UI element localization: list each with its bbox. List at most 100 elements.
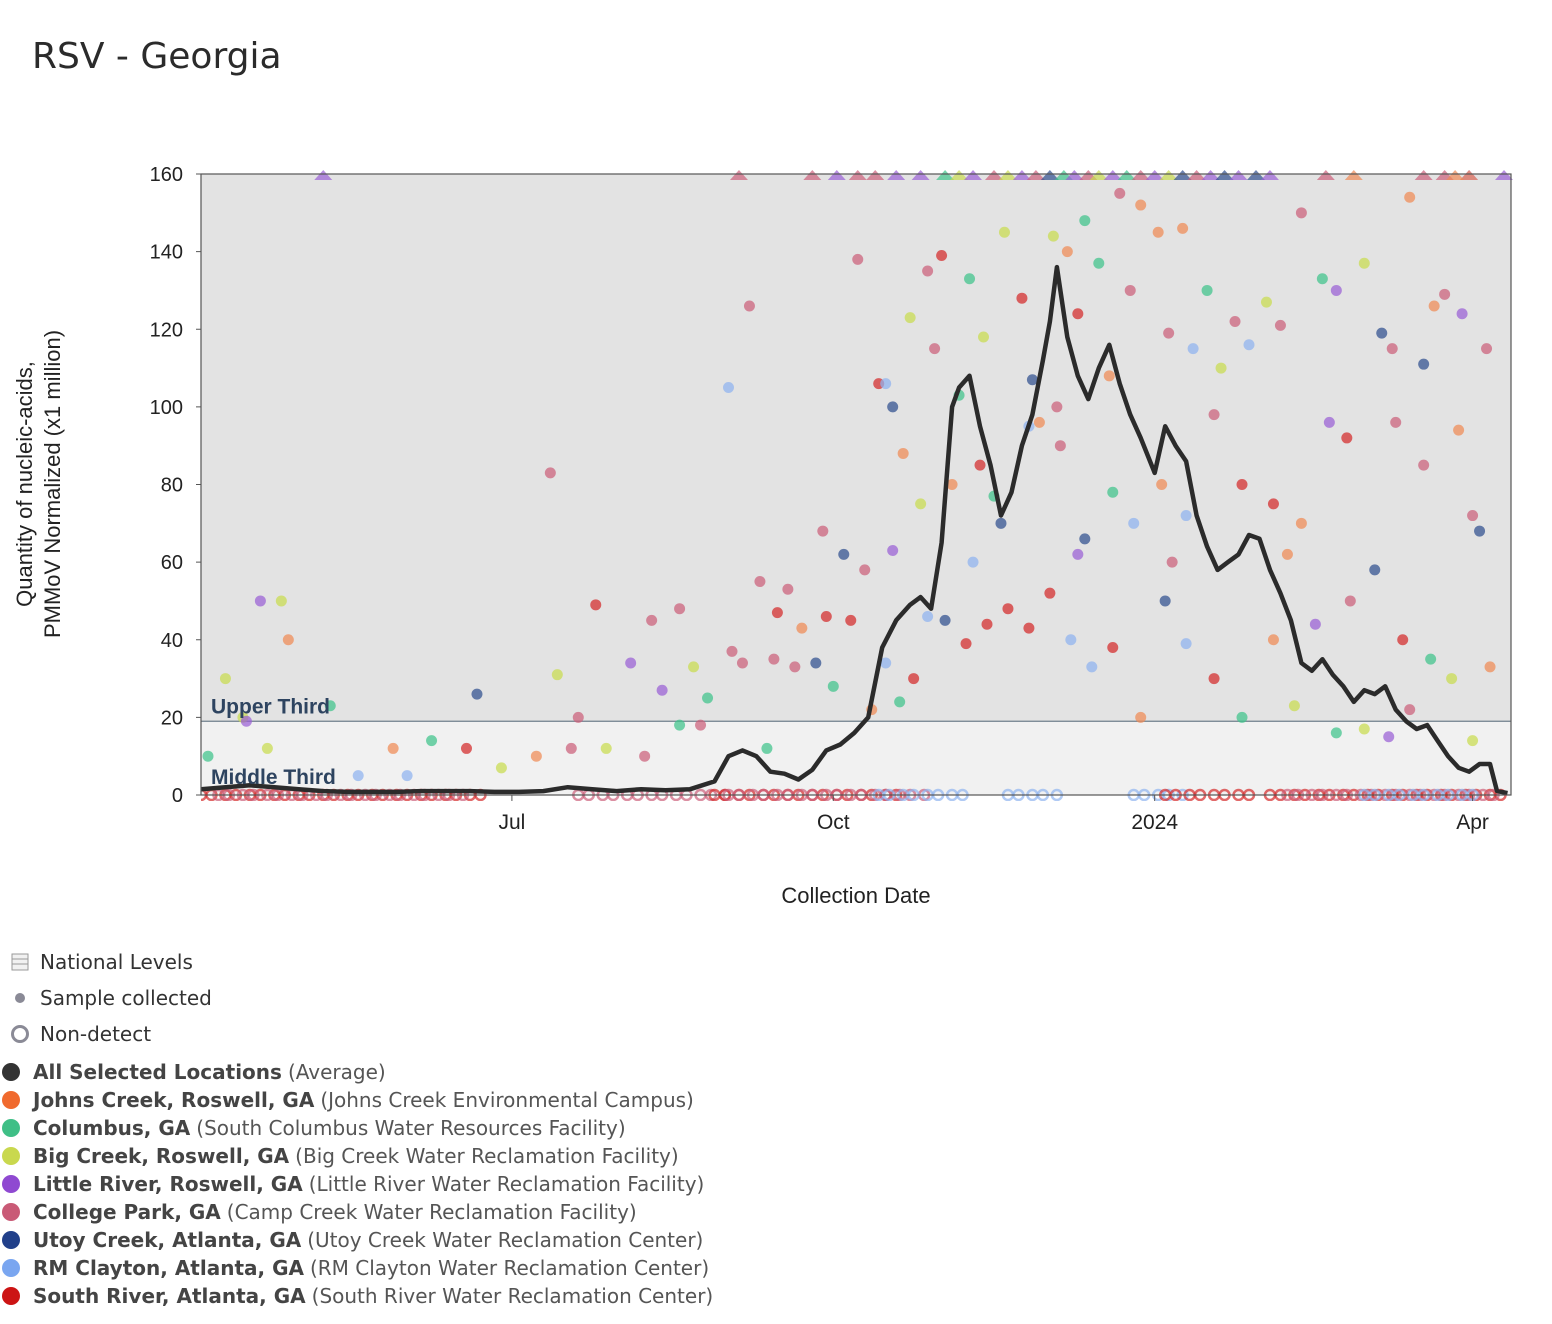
sample-point (1267, 498, 1279, 510)
sample-point (754, 576, 766, 588)
sample-point (600, 742, 612, 754)
legend-location-item[interactable]: All Selected Locations (Average) (2, 1058, 713, 1086)
sample-point (1260, 296, 1272, 308)
sample-point (1079, 533, 1091, 545)
overflow-marker (1089, 170, 1108, 180)
location-detail: (Johns Creek Environmental Campus) (320, 1088, 694, 1112)
sample-point (887, 544, 899, 556)
sample-point (1180, 510, 1192, 522)
y-tick-label: 120 (150, 319, 183, 341)
sample-point (1390, 416, 1402, 428)
sample-point (1177, 222, 1189, 234)
legend-location-item[interactable]: College Park, GA (Camp Creek Water Reclam… (2, 1198, 713, 1226)
overflow-marker (866, 170, 885, 180)
overflow-marker (1344, 170, 1363, 180)
location-name: Utoy Creek, Atlanta, GA (33, 1228, 302, 1252)
sample-point (768, 653, 780, 665)
legend-national-levels[interactable]: National Levels (8, 944, 713, 980)
sample-point (219, 673, 231, 685)
sample-point (1243, 339, 1255, 351)
legend-location-item[interactable]: Johns Creek, Roswell, GA (Johns Creek Env… (2, 1086, 713, 1114)
average-line (201, 264, 1508, 796)
y-tick-label: 40 (161, 630, 183, 652)
sample-point (401, 770, 413, 782)
sample-point (1208, 673, 1220, 685)
sample-point (894, 696, 906, 708)
plot-area: Upper Third Middle Third (201, 170, 1514, 801)
overflow-marker (1201, 170, 1220, 180)
sample-point (1093, 257, 1105, 269)
location-color-dot (2, 1203, 20, 1221)
x-tick-label: 2024 (1131, 811, 1178, 834)
sample-point (978, 331, 990, 343)
sample-point (1124, 284, 1136, 296)
overflow-marker (803, 170, 822, 180)
sample-point (1446, 673, 1458, 685)
sample-point (1316, 273, 1328, 285)
sample-point (1481, 343, 1493, 355)
sample-point (1428, 300, 1440, 312)
location-color-dot (2, 1119, 20, 1137)
sample-point (1323, 416, 1335, 428)
sample-point (625, 657, 637, 669)
location-detail: (Big Creek Water Reclamation Facility) (295, 1144, 679, 1168)
sample-point (1439, 288, 1451, 300)
sample-point (1135, 711, 1147, 723)
sample-point (261, 742, 273, 754)
sample-point (908, 673, 920, 685)
overflow-marker (1495, 170, 1514, 180)
sample-point (1103, 370, 1115, 382)
sample-point (646, 614, 658, 626)
sample-point (1114, 187, 1126, 199)
filled-dot-icon (8, 992, 32, 1004)
sample-point (1425, 653, 1437, 665)
location-detail: (Little River Water Reclamation Facility… (308, 1172, 705, 1196)
sample-point (998, 226, 1010, 238)
sample-point (1281, 548, 1293, 560)
sample-point (1166, 556, 1178, 568)
sample-point (1152, 226, 1164, 238)
sample-point (1002, 603, 1014, 615)
sample-point (530, 750, 542, 762)
location-name: Little River, Roswell, GA (33, 1172, 303, 1196)
sample-point (1061, 246, 1073, 258)
overflow-marker (1117, 170, 1136, 180)
sample-point (946, 479, 958, 490)
sample-point (1236, 479, 1248, 490)
sample-point (1484, 661, 1496, 673)
legend-location-item[interactable]: Utoy Creek, Atlanta, GA (Utoy Creek Water… (2, 1226, 713, 1254)
y-axis-label-line2: PMMoV Normalized (x1 million) (40, 330, 65, 638)
sample-point (1163, 327, 1175, 339)
y-tick-label: 100 (150, 397, 183, 419)
location-color-dot (2, 1147, 20, 1165)
band-label-upper-third: Upper Third (211, 695, 330, 718)
sample-point (1156, 479, 1168, 490)
sample-point (324, 700, 336, 712)
sample-point (282, 634, 294, 646)
legend-location-item[interactable]: Big Creek, Roswell, GA (Big Creek Water R… (2, 1142, 713, 1170)
sample-point (838, 548, 850, 560)
sample-point (820, 610, 832, 622)
legend-sample-collected[interactable]: Sample collected (8, 980, 713, 1016)
sample-point (1467, 510, 1479, 522)
legend-location-item[interactable]: RM Clayton, Atlanta, GA (RM Clayton Water… (2, 1254, 713, 1282)
sample-point (695, 719, 707, 731)
overflow-marker (1131, 170, 1150, 180)
location-color-dot (2, 1091, 20, 1109)
legend-location-item[interactable]: South River, Atlanta, GA (South River Wat… (2, 1282, 713, 1310)
sample-point (275, 595, 287, 607)
sample-point (722, 381, 734, 393)
sample-point (1128, 517, 1140, 529)
sample-point (590, 599, 602, 611)
legend-location-item[interactable]: Columbus, GA (South Columbus Water Resour… (2, 1114, 713, 1142)
sample-point (1201, 284, 1213, 296)
overflow-marker (984, 170, 1003, 180)
location-color-dot (2, 1287, 20, 1305)
sample-point (551, 669, 563, 681)
location-detail: (Camp Creek Water Reclamation Facility) (226, 1200, 637, 1224)
sample-point (565, 742, 577, 754)
legend-non-detect[interactable]: Non-detect (8, 1016, 713, 1052)
legend-location-item[interactable]: Little River, Roswell, GA (Little River W… (2, 1170, 713, 1198)
overflow-marker (964, 170, 983, 180)
sample-point (674, 719, 686, 731)
